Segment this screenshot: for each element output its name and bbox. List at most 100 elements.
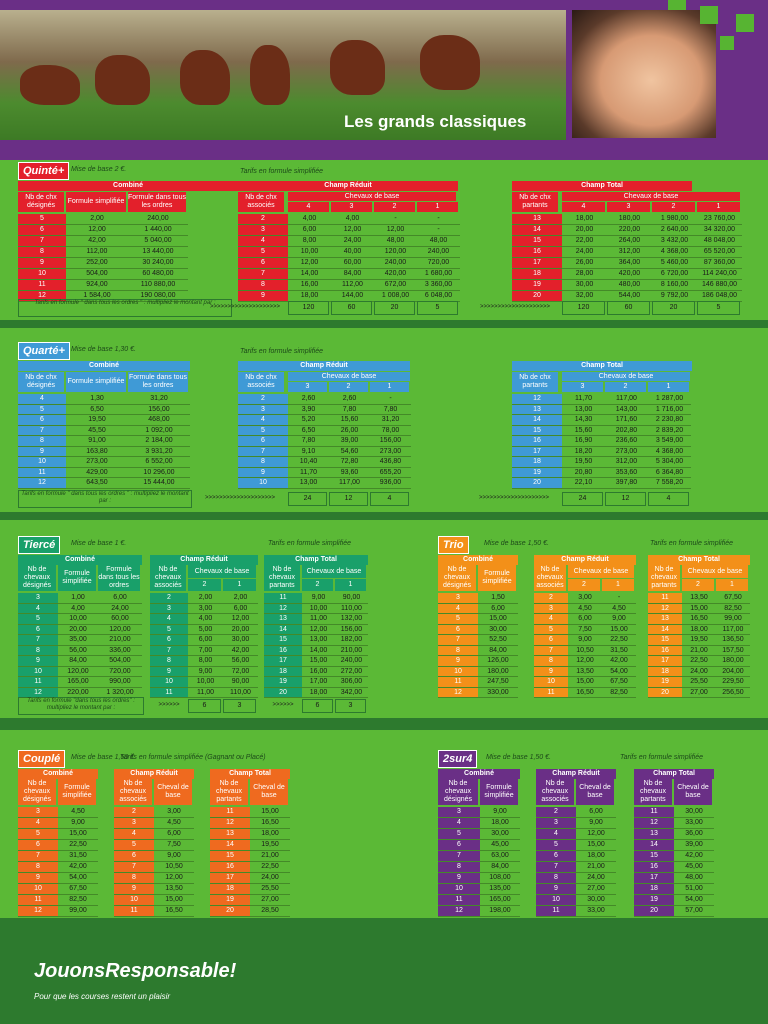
table-cell: 9 — [438, 873, 480, 883]
column-header: Nb de chx partants — [512, 192, 558, 212]
table-cell: 6,00 — [113, 594, 127, 601]
table-cell: 9 — [238, 291, 288, 301]
table-cell: 18 — [634, 884, 674, 894]
table-cell: 9 — [238, 467, 288, 477]
table-cell: 643,50 — [86, 479, 108, 486]
table-cell: 12,00 — [587, 830, 605, 837]
column-header: Nb de chx associés — [238, 372, 284, 392]
table-cell: 39,00 — [340, 437, 359, 444]
multiplier-note: Tarifs en formule " dans tous les ordres… — [18, 299, 232, 317]
table-row: 12 11,70 117,00 1 287,00 — [512, 394, 691, 405]
table-cell: 8 — [18, 436, 66, 446]
table-cell: 16 — [512, 436, 562, 446]
table-cell: 12,00 — [88, 226, 106, 233]
game-label: 2sur4 — [438, 750, 478, 768]
table-cell: 5,20 — [301, 416, 316, 423]
table-cell: 7,80 — [301, 437, 316, 444]
table-cell: 6,00 — [198, 636, 213, 643]
section-divider — [0, 320, 768, 328]
table-row: 5 2,00 240,00 — [18, 214, 188, 225]
column-header: Cheval de base — [576, 779, 614, 805]
column-header: Nb de chevaux associés — [536, 779, 574, 805]
table-cell: 15 — [634, 851, 674, 861]
table-cell: 1 440,00 — [144, 226, 172, 233]
table-cell: 82,50 — [610, 688, 628, 696]
table-cell: 2 — [536, 807, 576, 817]
table-cell: 9 — [438, 656, 478, 666]
table-row: 11 13,50 67,50 — [648, 593, 750, 604]
table-cell: 9,00 — [612, 615, 626, 622]
table-cell: 18 — [512, 457, 562, 467]
table-row: 5 5,00 20,00 — [150, 624, 258, 635]
table-row: 11 16,50 — [114, 906, 194, 917]
table-cell: 25,50 — [690, 678, 708, 685]
table-cell: 10 — [150, 677, 188, 687]
table-cell: 4,50 — [167, 819, 181, 826]
table-cell: 112,00 — [86, 248, 108, 255]
table-cell: 117,00 — [616, 395, 637, 402]
table-row: 12 1 584,00 190 080,00 — [18, 291, 188, 302]
table-cell: 16 — [210, 862, 250, 872]
table-title: Combiné — [18, 555, 142, 565]
table-cell: 1 680,00 — [424, 270, 453, 277]
table-cell: 11 — [438, 677, 478, 687]
table-cell: 19,50 — [88, 416, 106, 423]
table-cell: 110 880,00 — [140, 281, 176, 288]
table-body: 3 9,00 4 18,00 5 30,00 6 45,00 7 63,00 8 84,00 9 108,… — [438, 807, 520, 917]
table-cell: 13 — [264, 614, 302, 624]
table-row: 16 21,00 157,50 — [648, 645, 750, 656]
table-cell: 4 — [238, 236, 288, 246]
table-cell: 165,00 — [67, 678, 89, 685]
table-cell: 1 716,00 — [655, 405, 684, 413]
table-cell: 12 — [512, 394, 562, 404]
table-cell: 67,50 — [724, 594, 742, 601]
table-cell: 18,20 — [574, 447, 593, 455]
formula-note: Tarifs en formule simplifiée — [240, 348, 323, 355]
table-row: 9 252,00 30 240,00 — [18, 258, 188, 269]
table-cell: 87 360,00 — [703, 259, 736, 266]
deco-square — [736, 14, 754, 32]
table-cell: 42,00 — [231, 646, 250, 654]
table-cell: 420,00 — [618, 270, 641, 277]
table-cell: 9,00 — [71, 819, 85, 826]
table-cell: 5 — [18, 214, 66, 224]
table-cell: 22,00 — [575, 237, 594, 244]
table-cell: 10,50 — [165, 863, 183, 870]
table-cell: 23 760,00 — [703, 215, 736, 222]
table-row: 11 15,00 — [210, 807, 290, 818]
table-cell: 3 — [18, 807, 58, 817]
multiplier-box: 3 — [335, 699, 366, 713]
table-cell: 2,60 — [342, 395, 357, 402]
table-cell: 6,00 — [233, 604, 248, 612]
table-cell: 9,00 — [311, 594, 326, 601]
table-cell: 24,00 — [690, 667, 708, 675]
table-cell: 20 — [210, 906, 250, 916]
table-cell: 67,50 — [69, 885, 87, 892]
table-cell: 10 — [114, 895, 154, 905]
table-row: 9 9,00 72,00 — [150, 666, 258, 677]
table-cell: 330,00 — [487, 688, 509, 696]
table-cell: 93,60 — [340, 468, 359, 476]
table-cell: 13 — [210, 829, 250, 839]
table-body: 2 3,00 3 4,50 4 6,00 5 7,50 6 9,00 7 10,50 8 12,00 9 13… — [114, 807, 194, 917]
table-cell: 20 — [512, 291, 562, 301]
formula-note: Tarifs en formule simplifiée — [620, 754, 703, 761]
table-row: 19 20,80 353,60 6 364,80 — [512, 467, 691, 478]
table-cell: 15,00 — [690, 604, 708, 612]
table-cell: 24,00 — [261, 874, 279, 881]
table-row: 2 2,00 2,00 — [150, 593, 258, 604]
table-cell: 4,50 — [578, 604, 592, 612]
table-row: 12 15,00 82,50 — [648, 603, 750, 614]
table-cell: 19,50 — [574, 458, 593, 465]
table-cell: 90,00 — [231, 678, 250, 685]
table-cell: 14 — [512, 415, 562, 425]
footer — [0, 918, 768, 1024]
table-row: 14 19,50 — [210, 840, 290, 851]
table-cell: 24,00 — [575, 248, 594, 255]
table-cell: 48,00 — [429, 237, 448, 244]
table-row: 19 27,00 — [210, 895, 290, 906]
table-title: Champ Total — [512, 361, 692, 371]
table-cell: 163,80 — [86, 447, 108, 455]
table-cell: 2,00 — [198, 594, 213, 601]
table-title: Champ Réduit — [534, 555, 636, 565]
